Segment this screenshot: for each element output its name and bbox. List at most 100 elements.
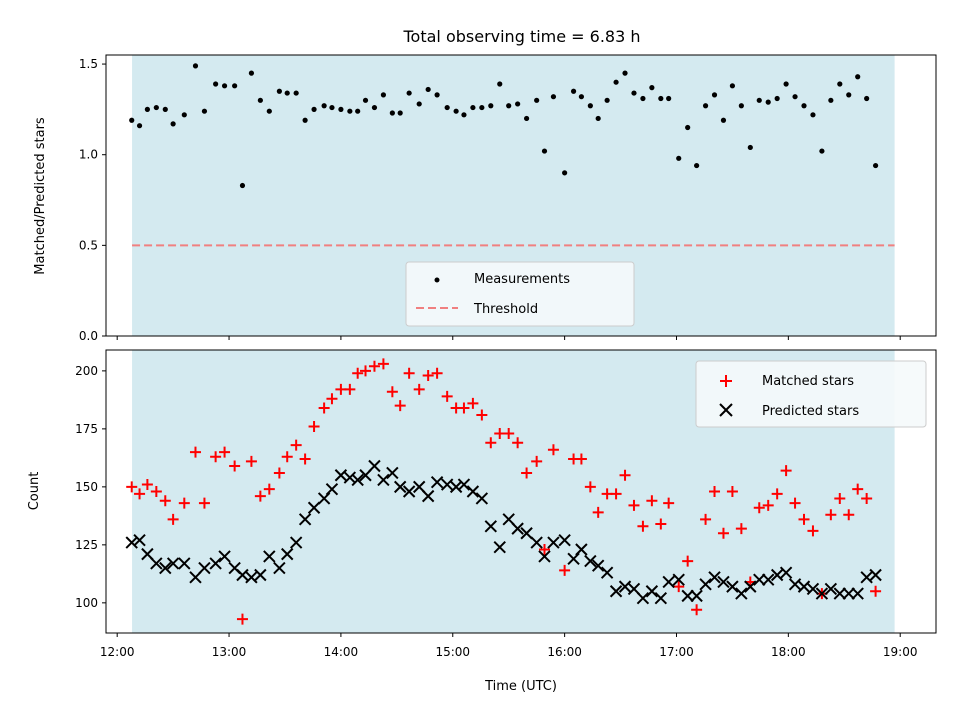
predicted-star-point (449, 480, 463, 494)
measurement-point (276, 88, 282, 94)
measurement-point (293, 90, 299, 96)
measurement-point (453, 108, 459, 114)
measurement-point (329, 104, 335, 111)
matched-star-point (368, 360, 380, 372)
matched-star-point (843, 509, 855, 521)
measurement-point (355, 108, 361, 114)
matched-star-point (159, 495, 171, 507)
x-tick-label: 16:00 (547, 645, 582, 659)
predicted-star-point (377, 473, 390, 487)
predicted-star-point (645, 585, 659, 598)
measurement-point (181, 112, 187, 118)
matched-star-point (254, 490, 266, 502)
measurement-point (872, 162, 879, 169)
predicted-star-point (762, 573, 775, 586)
predicted-star-point (343, 471, 357, 484)
matched-star-point (352, 367, 364, 379)
x-axis-label: Time (UTC) (484, 679, 557, 694)
predicted-star-point (198, 561, 211, 575)
predicted-star-point (393, 480, 407, 494)
predicted-star-point (368, 459, 381, 473)
matched-star-point (394, 400, 406, 412)
predicted-star-point (166, 557, 180, 570)
matched-star-point (691, 604, 703, 616)
matched-star-point (308, 421, 320, 433)
measurement-point (774, 95, 780, 102)
predicted-star-point (351, 473, 364, 487)
measurement-point (819, 148, 825, 154)
matched-star-point (441, 390, 453, 402)
bottom-panel-legend-box (695, 360, 927, 428)
predicted-star-point (618, 580, 632, 593)
matched-star-point (245, 455, 257, 467)
predicted-star-point (178, 557, 191, 570)
matched-star-point (825, 509, 837, 521)
legend-marker-matched-stars (720, 375, 732, 387)
measurement-point (631, 90, 637, 96)
predicted-star-point (325, 482, 339, 496)
measurement-point (248, 70, 255, 76)
legend-label-measurements: Measurements (474, 272, 570, 287)
predicted-star-point (150, 557, 163, 570)
top-panel-legend: Measurements Threshold (405, 261, 635, 327)
measurement-point (855, 74, 861, 80)
measurement-point (380, 92, 387, 98)
measurement-point (729, 83, 736, 89)
measurement-point (338, 106, 344, 112)
matched-star-point (326, 393, 338, 405)
predicted-star-point (475, 492, 489, 505)
matched-star-point (610, 488, 622, 500)
matched-star-point (150, 486, 162, 497)
predicted-star-point (254, 568, 267, 582)
legend-label-predicted-stars: Predicted stars (762, 404, 859, 419)
predicted-star-point (681, 589, 694, 603)
measurement-point (347, 108, 353, 114)
measurement-point (461, 112, 467, 118)
matched-star-point (538, 543, 550, 555)
matched-star-point (476, 409, 488, 421)
measurement-point (534, 97, 540, 103)
predicted-star-point (484, 520, 498, 533)
measurement-point (587, 103, 593, 109)
measurement-point (153, 104, 159, 111)
matched-star-point (521, 467, 533, 479)
predicted-star-point (493, 540, 506, 554)
matched-star-point (178, 497, 190, 509)
matched-star-point (512, 437, 524, 449)
measurement-point (479, 104, 485, 111)
measurement-point (738, 103, 744, 109)
predicted-star-point (584, 554, 597, 568)
predicted-star-point (833, 587, 847, 600)
top-panel-ytick-label: 0.0 (79, 329, 98, 343)
predicted-star-point (125, 536, 138, 549)
top-panel-legend-box (405, 261, 635, 327)
matched-star-point (771, 488, 783, 500)
x-tick-label: 14:00 (324, 645, 359, 659)
measurement-point (371, 104, 378, 111)
matched-star-point (628, 499, 640, 511)
matched-star-point (210, 451, 222, 463)
matched-star-point (861, 492, 873, 504)
bottom-panel-legend: Matched stars Predicted stars (695, 360, 927, 428)
measurement-point (515, 101, 521, 107)
legend-marker-predicted-stars (719, 403, 733, 417)
predicted-star-point (600, 566, 614, 579)
measurement-point (470, 104, 476, 111)
measurement-point (406, 90, 412, 96)
matched-star-point (709, 486, 721, 497)
measurement-point (702, 103, 709, 109)
x-tick-label: 13:00 (212, 645, 247, 659)
measurement-point (425, 86, 431, 93)
predicted-star-point (699, 578, 712, 591)
measurement-point (720, 117, 727, 123)
matched-star-point (126, 481, 138, 493)
top-panel-markers (129, 63, 879, 189)
matched-star-point (592, 506, 604, 518)
matched-star-point (646, 495, 658, 507)
matched-star-point (682, 555, 694, 567)
measurement-point (783, 81, 789, 87)
matched-star-point (403, 367, 415, 379)
measurement-point (302, 117, 308, 123)
measurement-point (570, 88, 577, 94)
predicted-star-point (457, 478, 471, 491)
